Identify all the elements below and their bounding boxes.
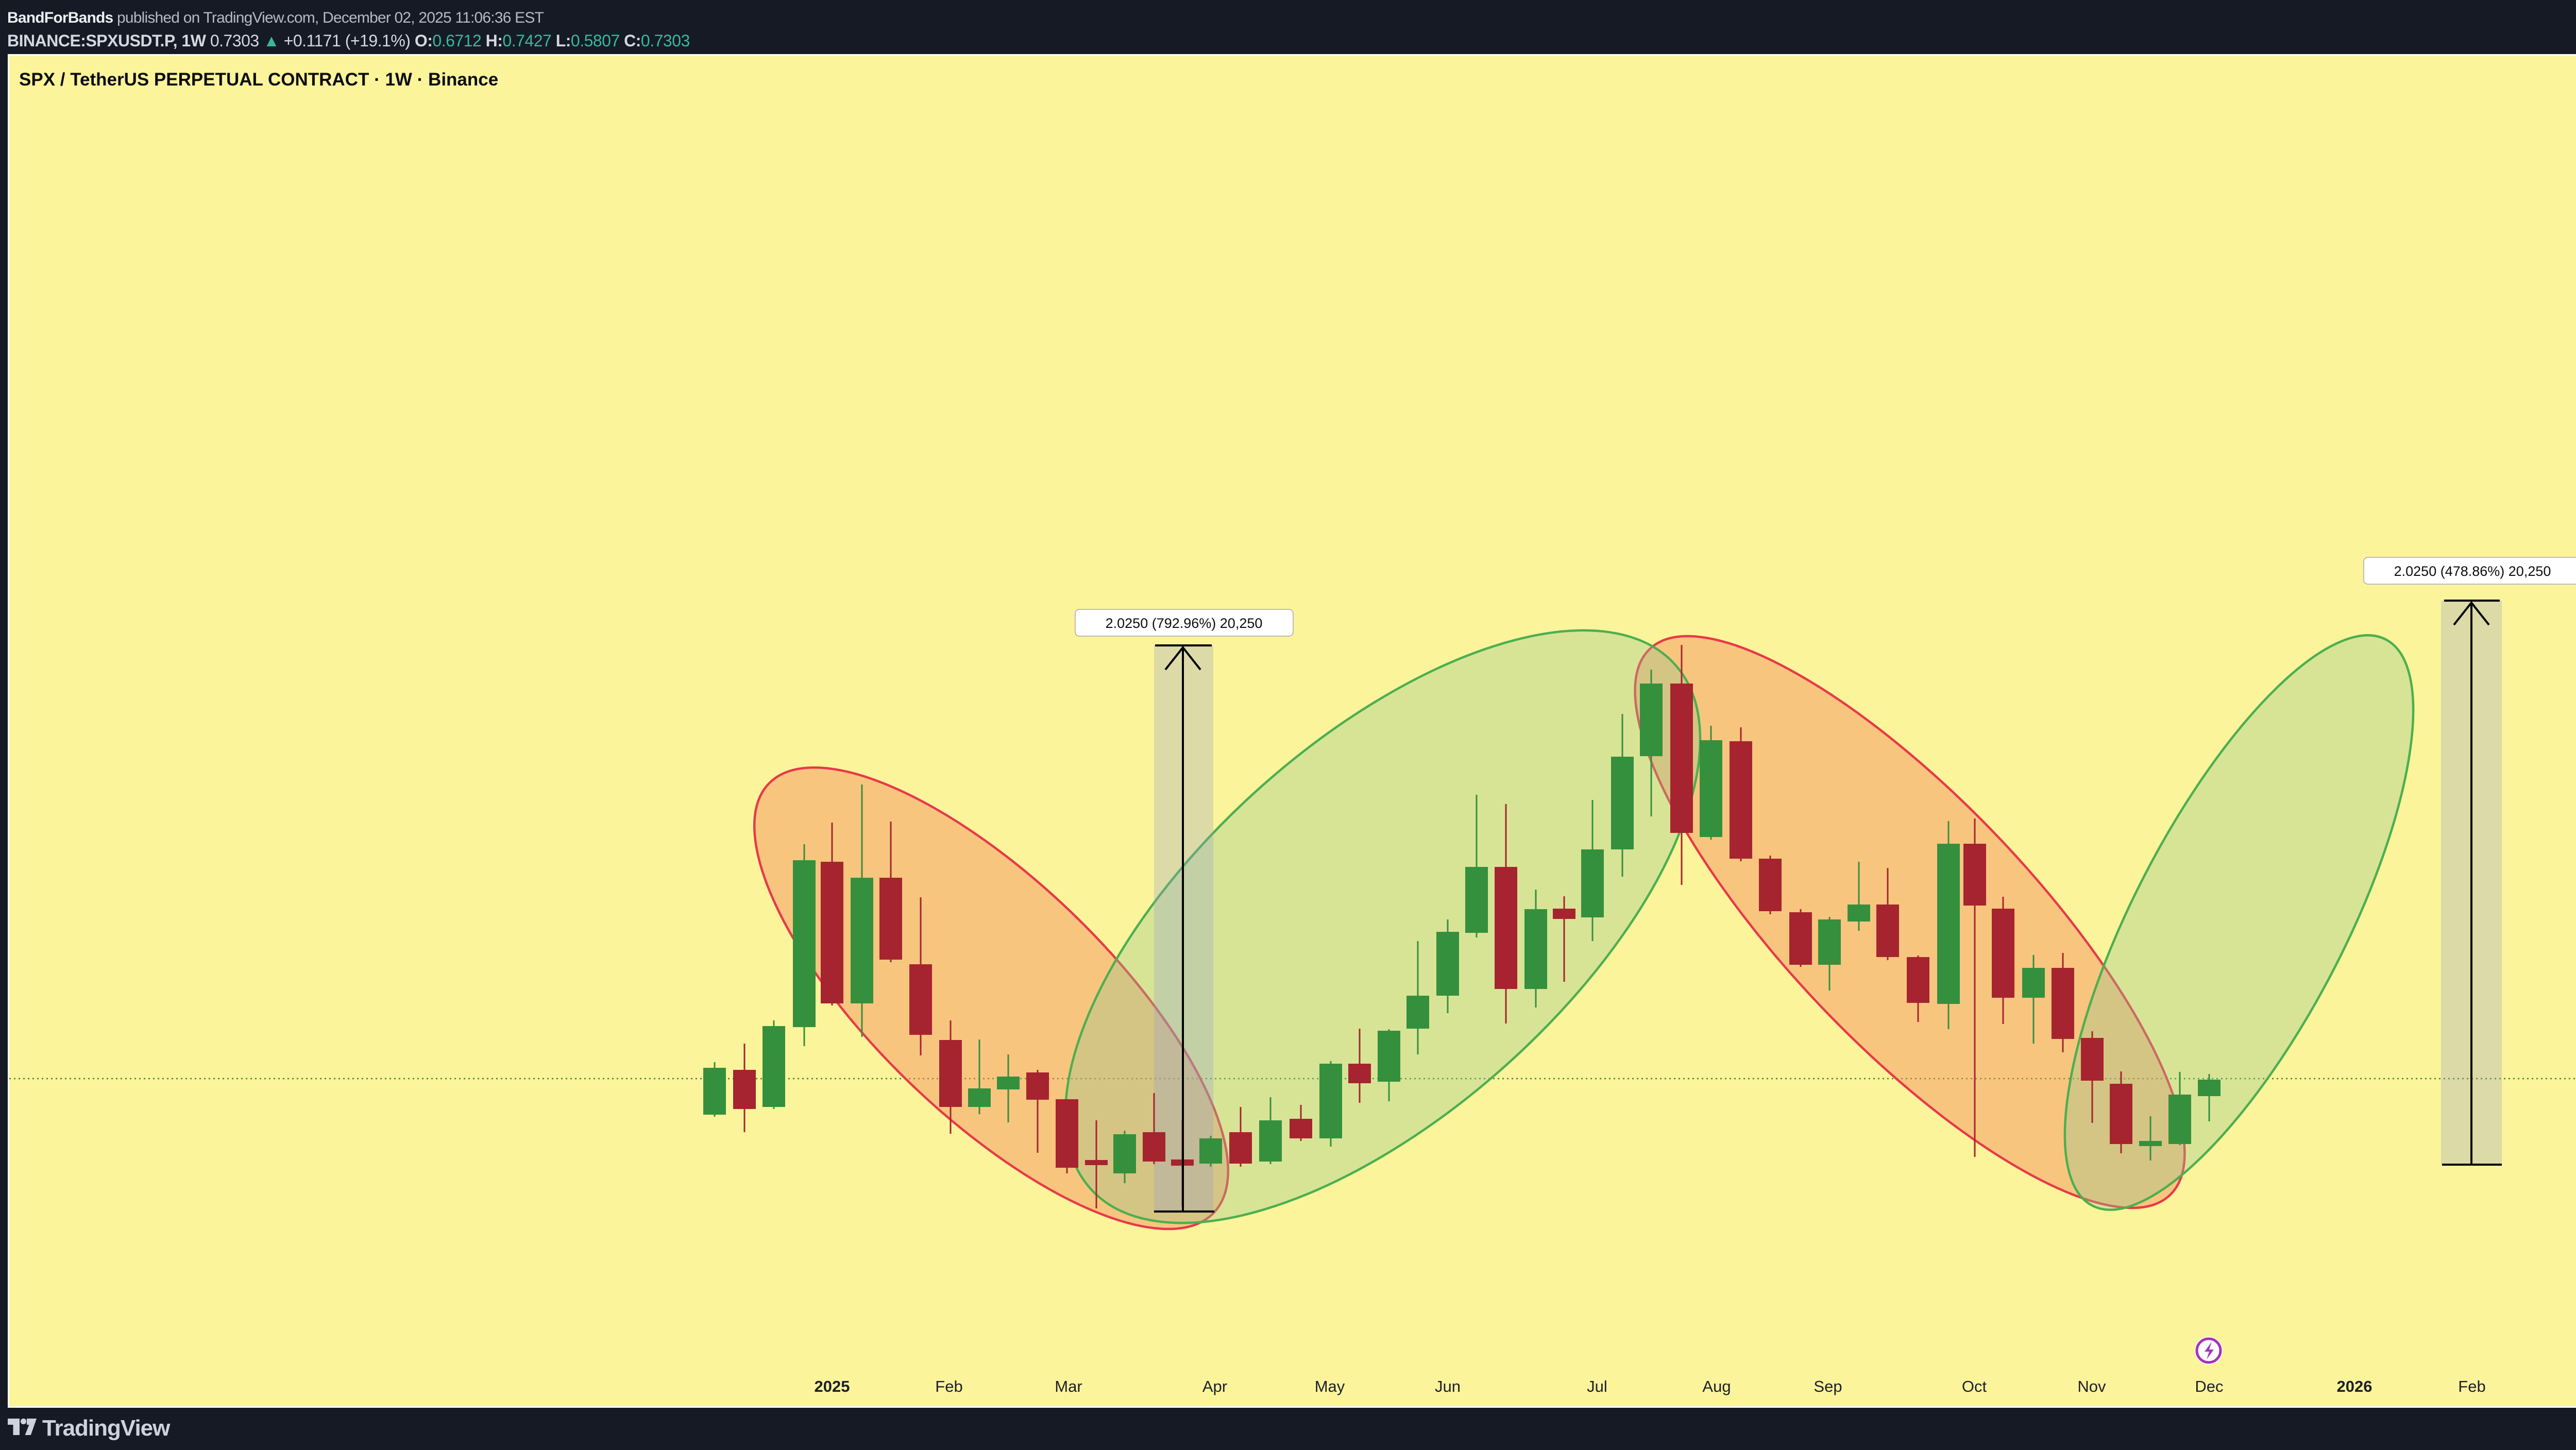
svg-text:SPX / TetherUS PERPETUAL CONTR: SPX / TetherUS PERPETUAL CONTRACT · 1W ·…: [19, 70, 498, 90]
svg-text:Aug: Aug: [1702, 1377, 1731, 1395]
svg-text:2026: 2026: [2337, 1377, 2372, 1395]
svg-text:2.0250 (478.86%) 20,250: 2.0250 (478.86%) 20,250: [2394, 564, 2551, 579]
svg-text:Oct: Oct: [1962, 1377, 1987, 1395]
svg-text:TradingView: TradingView: [42, 1415, 171, 1441]
svg-text:Nov: Nov: [2077, 1377, 2106, 1395]
svg-text:2025: 2025: [815, 1377, 850, 1395]
svg-text:Feb: Feb: [2458, 1377, 2485, 1395]
svg-text:Sep: Sep: [1814, 1377, 1842, 1395]
svg-text:Feb: Feb: [935, 1377, 962, 1395]
svg-text:BandForBands published on Trad: BandForBands published on TradingView.co…: [7, 9, 544, 26]
svg-text:2.0250 (792.96%) 20,250: 2.0250 (792.96%) 20,250: [1106, 616, 1263, 631]
svg-text:Jul: Jul: [1587, 1377, 1607, 1395]
svg-text:Apr: Apr: [1202, 1377, 1227, 1395]
svg-text:BINANCE:SPXUSDT.P, 1W 0.7303 ▲: BINANCE:SPXUSDT.P, 1W 0.7303 ▲ +0.1171 (…: [7, 31, 690, 50]
svg-text:Jun: Jun: [1435, 1377, 1461, 1395]
svg-text:Dec: Dec: [2195, 1377, 2223, 1395]
svg-text:Mar: Mar: [1055, 1377, 1082, 1395]
svg-text:May: May: [1315, 1377, 1345, 1395]
